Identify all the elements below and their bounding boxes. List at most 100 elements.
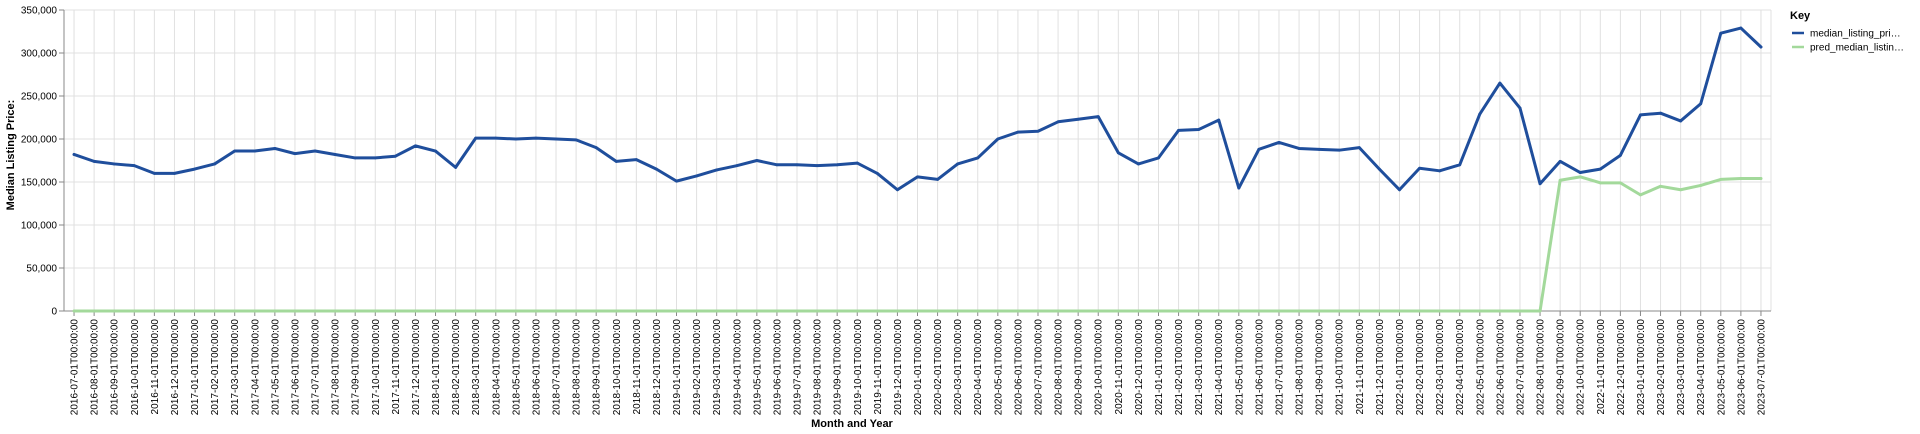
data-point [1598, 167, 1602, 171]
data-point [152, 309, 156, 313]
data-point [333, 309, 337, 313]
x-tick-label: 2022-08-01T00:00:00 [1536, 319, 1547, 416]
x-tick-label: 2017-09-01T00:00:00 [351, 319, 362, 416]
x-tick-label: 2019-07-01T00:00:00 [793, 319, 804, 416]
data-point [594, 309, 598, 313]
x-tick-label: 2021-02-01T00:00:00 [1174, 319, 1185, 416]
data-point [815, 309, 819, 313]
data-point [494, 136, 498, 140]
data-point [112, 162, 116, 166]
data-point [1237, 309, 1241, 313]
x-tick-label: 2020-01-01T00:00:00 [913, 319, 924, 416]
x-tick-label: 2016-12-01T00:00:00 [170, 319, 181, 416]
data-point [434, 309, 437, 313]
x-tick-label: 2021-06-01T00:00:00 [1254, 319, 1265, 416]
data-point [775, 309, 779, 313]
legend: Key median_listing_pri… pred_median_listi… [1790, 10, 1904, 54]
x-tick-label: 2018-10-01T00:00:00 [612, 319, 623, 416]
data-point [976, 156, 980, 160]
series-lines [72, 26, 1763, 313]
data-point [655, 309, 658, 313]
data-point [494, 309, 498, 313]
data-point [1257, 147, 1261, 151]
data-point [1377, 167, 1381, 171]
data-point [875, 309, 879, 313]
data-point [1317, 309, 1321, 313]
data-point [1398, 188, 1401, 192]
data-point [1558, 178, 1562, 182]
x-tick-label: 2017-04-01T00:00:00 [250, 319, 261, 416]
x-tick-label: 2019-10-01T00:00:00 [853, 319, 864, 416]
data-point [1056, 120, 1060, 124]
x-tick-label: 2019-04-01T00:00:00 [732, 319, 743, 416]
data-point [1418, 309, 1421, 313]
data-point [152, 172, 156, 175]
x-tick-label: 2021-09-01T00:00:00 [1315, 319, 1326, 416]
data-point [916, 175, 919, 179]
data-point [1438, 169, 1442, 173]
data-point [353, 156, 357, 160]
x-tick-label: 2019-01-01T00:00:00 [672, 319, 683, 416]
data-point [1337, 148, 1341, 152]
data-point [1759, 45, 1763, 49]
data-point [393, 154, 397, 158]
x-tick-label: 2019-02-01T00:00:00 [692, 319, 703, 416]
y-tick-label: 250,000 [21, 92, 58, 103]
data-point [253, 149, 257, 153]
data-point [434, 149, 437, 153]
data-point [1297, 147, 1301, 150]
x-tick-label: 2018-08-01T00:00:00 [572, 319, 583, 416]
x-tick-label: 2020-04-01T00:00:00 [973, 319, 984, 416]
data-point [253, 309, 257, 313]
x-tick-label: 2018-01-01T00:00:00 [431, 319, 442, 416]
x-tick-label: 2020-10-01T00:00:00 [1094, 319, 1105, 416]
data-point [454, 309, 458, 313]
data-point [1418, 166, 1421, 170]
data-point [715, 309, 719, 313]
data-point [1237, 186, 1241, 190]
data-point [1639, 193, 1642, 197]
x-tick-label: 2023-01-01T00:00:00 [1636, 319, 1647, 416]
data-point [1679, 119, 1683, 123]
x-tick-label: 2018-02-01T00:00:00 [451, 319, 462, 416]
data-point [1458, 309, 1462, 313]
data-point [1377, 309, 1381, 313]
data-point [193, 309, 196, 313]
data-point [614, 159, 618, 163]
data-point [1538, 182, 1542, 186]
data-point [313, 149, 317, 153]
x-tick-label: 2020-03-01T00:00:00 [953, 319, 964, 416]
x-tick-label: 2019-08-01T00:00:00 [813, 319, 824, 416]
x-tick-label: 2020-05-01T00:00:00 [993, 319, 1004, 416]
data-point [1578, 171, 1582, 174]
data-point [193, 167, 196, 171]
data-point [996, 309, 1000, 313]
data-point [454, 165, 458, 169]
data-point [1096, 309, 1100, 313]
data-point [956, 162, 960, 166]
data-point [273, 309, 277, 313]
data-point [855, 161, 859, 165]
data-point [1337, 309, 1341, 313]
legend-title: Key [1790, 10, 1811, 22]
data-point [1016, 309, 1020, 313]
data-point [916, 309, 919, 313]
data-point [1197, 128, 1201, 131]
x-tick-label: 2023-02-01T00:00:00 [1656, 319, 1667, 416]
x-tick-label: 2018-03-01T00:00:00 [471, 319, 482, 416]
data-point [976, 309, 980, 313]
y-axis-title: Median Listing Price: [5, 100, 17, 211]
data-point [1639, 113, 1642, 117]
data-point [1076, 309, 1080, 313]
legend-label: pred_median_listin… [1810, 43, 1904, 54]
x-tick-label: 2017-01-01T00:00:00 [190, 319, 201, 416]
x-tick-label: 2019-12-01T00:00:00 [893, 319, 904, 416]
data-point [1478, 112, 1482, 116]
data-point [92, 309, 96, 313]
data-point [1157, 309, 1160, 313]
data-point [896, 309, 899, 313]
data-point [1217, 118, 1221, 122]
data-point [554, 309, 558, 313]
x-tick-label: 2019-06-01T00:00:00 [772, 319, 783, 416]
data-point [1357, 309, 1361, 313]
